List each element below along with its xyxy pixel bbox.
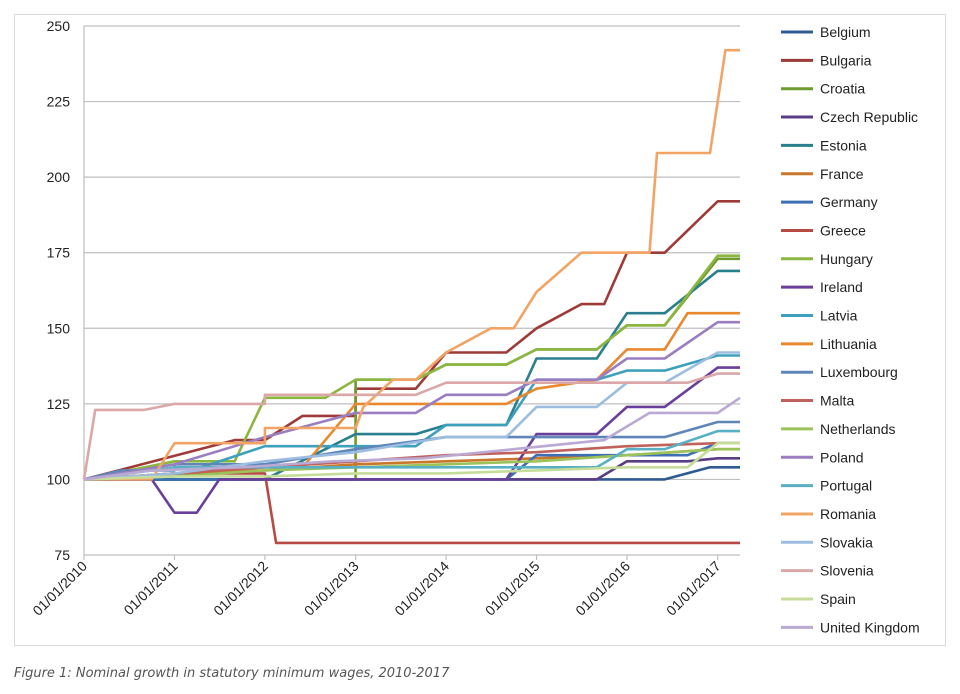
series-line-romania [84, 48, 740, 481]
legend: Belgium Bulgaria Croatia Czech Republic Esto… [781, 24, 920, 635]
series-line-ireland [84, 366, 740, 515]
series-line-estonia [84, 269, 740, 481]
y-axis-ticks: 75 100 125 150 175 200 225 250 [47, 18, 71, 563]
series-line-spain [83, 441, 740, 481]
x-tick-label: 01/01/2013 [301, 558, 362, 619]
legend-label: Slovakia [820, 534, 873, 550]
x-axis-ticks: 01/01/2010 01/01/2011 01/01/2012 01/01/2013… [29, 555, 724, 619]
series-line-slovenia [82, 372, 740, 480]
legend-label: Lithuania [820, 336, 877, 352]
figure-caption: Figure 1: Nominal growth in statutory mi… [14, 666, 450, 681]
legend-label: Spain [820, 591, 856, 607]
legend-label: Estonia [820, 137, 867, 153]
legend-label: United Kingdom [820, 619, 920, 635]
series-lines [82, 48, 741, 545]
legend-label: Latvia [820, 308, 858, 324]
y-tick-label: 200 [47, 169, 71, 185]
series-line-slovakia [83, 351, 740, 481]
series-line-united-kingdom [83, 396, 741, 481]
y-tick-label: 150 [47, 320, 71, 336]
legend-label: Luxembourg [820, 364, 898, 380]
legend-label: France [820, 166, 864, 182]
x-tick-label: 01/01/2015 [482, 558, 543, 619]
legend-label: Portugal [820, 478, 872, 494]
x-tick-label: 01/01/2016 [572, 558, 633, 619]
legend-label: Greece [820, 222, 866, 238]
legend-label: Slovenia [820, 563, 874, 579]
y-tick-label: 125 [47, 396, 71, 412]
series-line-netherlands [83, 447, 740, 481]
series-line-hungary [83, 254, 740, 481]
x-tick-label: 01/01/2012 [210, 558, 271, 619]
legend-label: Czech Republic [820, 109, 918, 125]
chart-frame [14, 14, 946, 646]
series-line-luxembourg [83, 420, 740, 481]
x-tick-label: 01/01/2017 [663, 558, 724, 619]
legend-label: Romania [820, 506, 876, 522]
y-tick-label: 175 [47, 245, 71, 261]
legend-label: Germany [820, 194, 878, 210]
y-tick-label: 250 [47, 18, 71, 34]
series-line-latvia [83, 354, 740, 481]
y-tick-label: 100 [47, 471, 71, 487]
series-line-greece [83, 472, 740, 545]
y-tick-label: 75 [54, 547, 70, 563]
x-tick-label: 01/01/2010 [29, 558, 90, 619]
y-tick-label: 225 [47, 94, 71, 110]
x-tick-label: 01/01/2014 [391, 558, 452, 619]
legend-label: Hungary [820, 251, 873, 267]
legend-label: Bulgaria [820, 52, 872, 68]
legend-label: Belgium [820, 24, 871, 40]
legend-label: Malta [820, 393, 854, 409]
legend-label: Netherlands [820, 421, 896, 437]
legend-label: Poland [820, 449, 864, 465]
legend-label: Croatia [820, 81, 865, 97]
x-tick-label: 01/01/2011 [120, 558, 180, 618]
legend-label: Ireland [820, 279, 863, 295]
